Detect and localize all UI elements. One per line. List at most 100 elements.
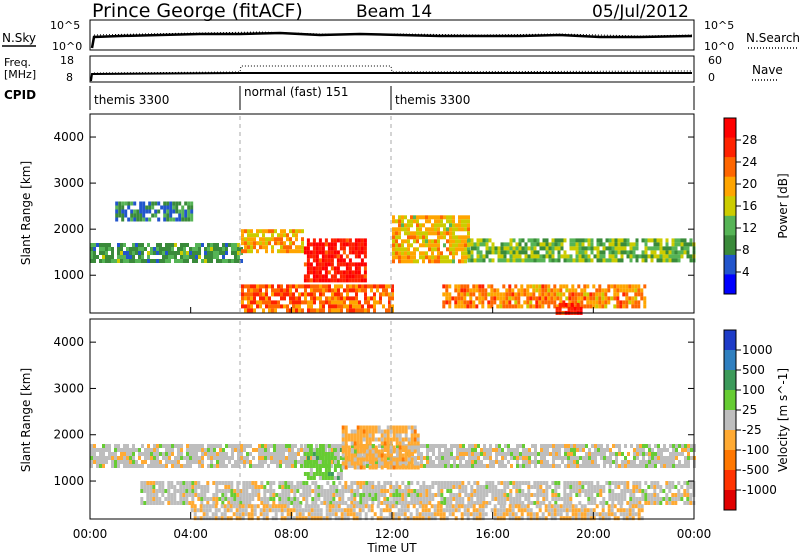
echo-cell (289, 237, 292, 242)
echo-cell (542, 497, 546, 501)
echo-cell (467, 227, 470, 232)
echo-cell (591, 460, 594, 464)
echo-cell (557, 493, 561, 497)
echo-cell (370, 516, 374, 521)
echo-cell (90, 448, 93, 452)
colorbar-tick-label: 500 (742, 363, 765, 377)
echo-cell (503, 501, 507, 505)
echo-cell (365, 485, 369, 489)
echo-cell (313, 516, 317, 521)
echo-cell (294, 464, 297, 468)
echo-cell (286, 245, 289, 250)
echo-cell (544, 288, 548, 293)
echo-cell (690, 444, 693, 448)
echo-cell (241, 504, 245, 509)
echo-cell (346, 284, 349, 289)
echo-cell (244, 229, 247, 234)
echo-cell (498, 452, 501, 456)
date-title: 05/Jul/2012 (592, 2, 689, 22)
echo-cell (327, 448, 331, 452)
echo-cell (478, 300, 482, 305)
echo-cell (465, 464, 468, 468)
echo-cell (340, 512, 344, 517)
echo-cell (384, 464, 387, 468)
echo-cell (439, 504, 443, 509)
echo-cell (388, 508, 392, 513)
echo-cell (289, 288, 292, 293)
echo-cell (287, 493, 291, 497)
echo-cell (333, 274, 337, 279)
echo-cell (295, 245, 298, 250)
echo-cell (656, 497, 660, 501)
echo-cell (628, 504, 632, 509)
echo-cell (93, 448, 96, 452)
echo-cell (665, 258, 669, 263)
echo-cell (647, 485, 651, 489)
echo-cell (352, 288, 355, 293)
echo-cell (189, 456, 192, 460)
echo-cell (236, 493, 240, 497)
echo-cell (570, 302, 574, 307)
echo-cell (165, 460, 168, 464)
colorbar-cell (724, 330, 736, 351)
echo-cell (419, 485, 423, 489)
echo-cell (572, 489, 576, 493)
nsky-panel: N.Sky 10^5 10^0 N.Search 10^5 10^0 (2, 19, 800, 53)
echo-cell (175, 201, 179, 206)
echo-cell (332, 497, 336, 501)
echo-cell (123, 444, 126, 448)
echo-cell (539, 485, 543, 489)
echo-cell (180, 448, 183, 452)
echo-cell (180, 452, 183, 456)
echo-cell (257, 489, 261, 493)
echo-cell (311, 489, 315, 493)
echo-cell (618, 464, 621, 468)
echo-cell (141, 464, 144, 468)
echo-cell (225, 259, 228, 263)
echo-cell (531, 444, 534, 448)
echo-cell (356, 481, 360, 485)
echo-cell (293, 493, 297, 497)
echo-cell (321, 254, 325, 259)
echo-cell (478, 516, 482, 521)
echo-cell (443, 481, 447, 485)
echo-cell (333, 464, 337, 468)
echo-cell (158, 489, 162, 493)
echo-cell (554, 242, 558, 247)
echo-cell (117, 255, 120, 259)
echo-cell (477, 444, 480, 448)
echo-cell (607, 296, 611, 301)
echo-cell (486, 456, 489, 460)
colorbar-tick-label: 8 (742, 243, 750, 257)
echo-cell (437, 223, 440, 228)
echo-cell (526, 504, 530, 509)
echo-cell (319, 284, 322, 289)
echo-cell (180, 255, 183, 259)
echo-cell (262, 516, 266, 521)
echo-cell (271, 284, 274, 289)
echo-cell (322, 304, 325, 309)
echo-cell (450, 456, 453, 460)
echo-cell (342, 262, 346, 267)
echo-cell (420, 464, 423, 468)
echo-cell (518, 242, 522, 247)
echo-cell (348, 258, 352, 263)
echo-cell (359, 465, 363, 470)
echo-cell (360, 246, 364, 251)
echo-cell (601, 288, 605, 293)
echo-cell (380, 453, 384, 458)
echo-cell (288, 464, 291, 468)
echo-cell (398, 437, 402, 442)
echo-cell (156, 448, 159, 452)
echo-cell (144, 452, 147, 456)
echo-cell (132, 251, 135, 255)
echo-cell (291, 460, 294, 464)
echo-cell (345, 266, 349, 271)
echo-cell (290, 497, 294, 501)
echo-cell (325, 296, 328, 301)
echo-cell (235, 508, 239, 513)
echo-cell (263, 485, 267, 489)
echo-cell (640, 508, 644, 513)
echo-cell (535, 504, 539, 509)
echo-cell (321, 258, 325, 263)
